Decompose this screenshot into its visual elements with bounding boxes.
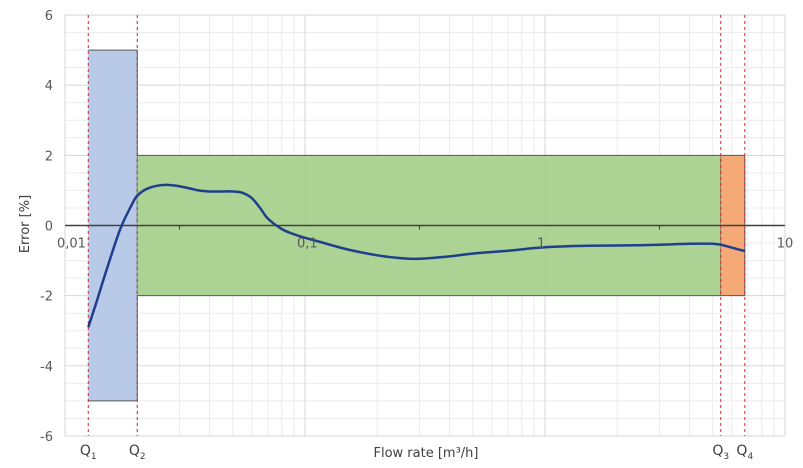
y-tick-label: 0 xyxy=(45,220,53,235)
x-tick-labels: 0,01 0,1 1 10 xyxy=(57,237,793,252)
error-curve xyxy=(87,183,746,328)
q3-label: Q3 xyxy=(712,443,729,462)
y-tick-label: 2 xyxy=(45,149,53,164)
flow-point-lines xyxy=(87,15,746,436)
zero-axis xyxy=(65,224,785,230)
error-series-line xyxy=(87,183,746,328)
x-tick-label: 0,01 xyxy=(57,237,86,252)
y-tick-label: -2 xyxy=(40,290,53,305)
y-tick-label: 4 xyxy=(45,79,53,94)
y-tick-label: -4 xyxy=(40,360,53,375)
y-tick-label: 6 xyxy=(45,9,53,24)
x-axis-label: Flow rate [m³/h] xyxy=(374,446,479,461)
q2-label: Q2 xyxy=(129,443,146,462)
y-tick-labels: 6 4 2 0 -2 -4 -6 xyxy=(40,9,53,445)
y-axis-label: Error [%] xyxy=(18,195,33,253)
flow-point-labels: Q1 Q2 Q3 Q4 xyxy=(80,443,754,462)
q4-label: Q4 xyxy=(736,443,753,462)
y-tick-label: -6 xyxy=(40,430,53,445)
q1-label: Q1 xyxy=(80,443,97,462)
x-tick-label: 10 xyxy=(777,237,794,252)
x-tick-label: 0,1 xyxy=(297,237,318,252)
x-tick-label: 1 xyxy=(537,237,545,252)
